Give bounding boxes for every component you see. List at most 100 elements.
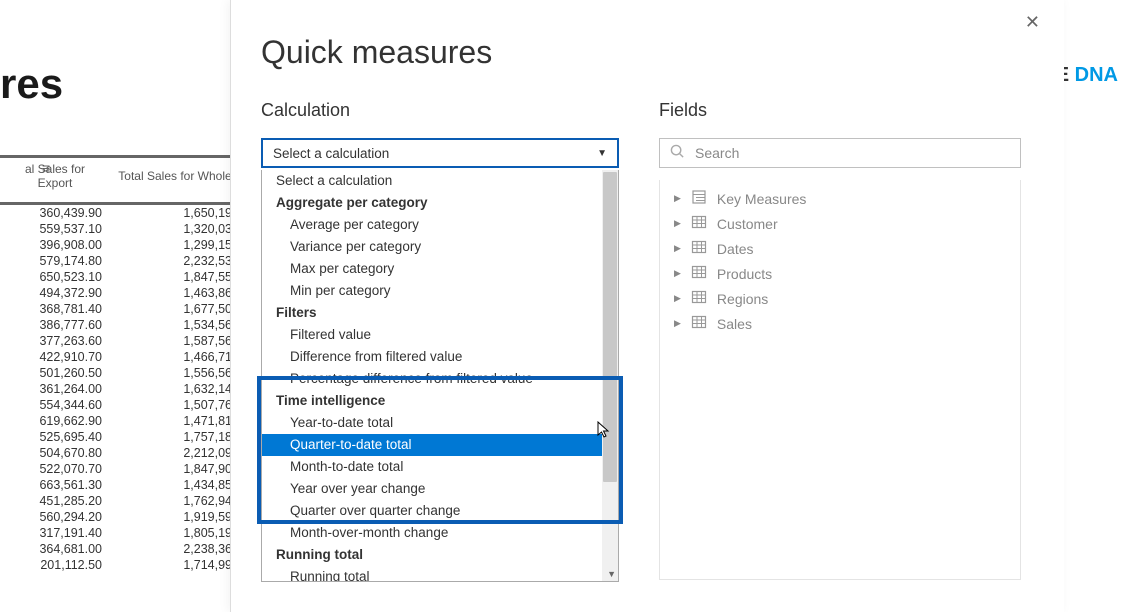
measure-icon xyxy=(691,189,707,208)
expand-icon[interactable]: ▶ xyxy=(674,243,681,254)
table-cell: 1,320,03 xyxy=(110,221,240,237)
table-cell: 1,471,81 xyxy=(110,413,240,429)
tree-item-label: Key Measures xyxy=(717,191,806,207)
dropdown-option[interactable]: Min per category xyxy=(262,280,618,302)
table-row: 554,344.601,507,76 xyxy=(0,397,240,413)
table-cell: 579,174.80 xyxy=(0,253,110,269)
dropdown-option[interactable]: Year over year change xyxy=(262,478,618,500)
tree-item-label: Regions xyxy=(717,291,768,307)
table-cell: 1,434,85 xyxy=(110,477,240,493)
table-cell: 1,556,56 xyxy=(110,365,240,381)
fields-tree-item[interactable]: ▶Dates xyxy=(660,236,1020,261)
table-header: al Sales for Export xyxy=(0,155,110,205)
table-cell: 1,762,94 xyxy=(110,493,240,509)
expand-icon[interactable]: ▶ xyxy=(674,268,681,279)
chevron-down-icon: ▼ xyxy=(597,148,607,159)
background-data-table: al Sales for ExportTotal Sales for Whole… xyxy=(0,155,240,573)
tree-item-label: Products xyxy=(717,266,772,282)
table-cell: 554,344.60 xyxy=(0,397,110,413)
table-cell: 1,632,14 xyxy=(110,381,240,397)
table-cell: 368,781.40 xyxy=(0,301,110,317)
table-row: 422,910.701,466,71 xyxy=(0,349,240,365)
table-row: 368,781.401,677,50 xyxy=(0,301,240,317)
table-icon xyxy=(691,264,707,283)
dropdown-option[interactable]: Running total xyxy=(262,566,618,582)
table-cell: 559,537.10 xyxy=(0,221,110,237)
table-row: 360,439.901,650,19 xyxy=(0,205,240,221)
modal-title: Quick measures xyxy=(261,34,492,71)
table-row: 361,264.001,632,14 xyxy=(0,381,240,397)
dropdown-option[interactable]: Average per category xyxy=(262,214,618,236)
dropdown-option[interactable]: Percentage difference from filtered valu… xyxy=(262,368,618,390)
table-row: 201,112.501,714,99 xyxy=(0,557,240,573)
table-row: 663,561.301,434,85 xyxy=(0,477,240,493)
fields-tree-item[interactable]: ▶ Products xyxy=(660,261,1020,286)
table-cell: 2,212,09 xyxy=(110,445,240,461)
table-cell: 650,523.10 xyxy=(0,269,110,285)
table-cell: 1,650,19 xyxy=(110,205,240,221)
table-cell: 525,695.40 xyxy=(0,429,110,445)
table-cell: 1,919,59 xyxy=(110,509,240,525)
table-row: 522,070.701,847,90 xyxy=(0,461,240,477)
table-cell: 386,777.60 xyxy=(0,317,110,333)
dropdown-option[interactable]: Filtered value xyxy=(262,324,618,346)
table-row: 377,263.601,587,56 xyxy=(0,333,240,349)
table-cell: 361,264.00 xyxy=(0,381,110,397)
dropdown-option[interactable]: Quarter over quarter change xyxy=(262,500,618,522)
table-icon xyxy=(691,214,707,233)
close-icon[interactable]: ✕ xyxy=(1025,12,1040,33)
dropdown-option[interactable]: Month-over-month change xyxy=(262,522,618,544)
table-cell: 560,294.20 xyxy=(0,509,110,525)
background-title-fragment: res xyxy=(0,60,63,108)
table-cell: 663,561.30 xyxy=(0,477,110,493)
table-cell: 422,910.70 xyxy=(0,349,110,365)
table-row: 650,523.101,847,55 xyxy=(0,269,240,285)
table-row: 560,294.201,919,59 xyxy=(0,509,240,525)
dropdown-option[interactable]: Year-to-date total xyxy=(262,412,618,434)
fields-tree-item[interactable]: ▶Customer xyxy=(660,211,1020,236)
fields-section-label: Fields xyxy=(659,100,707,121)
calculation-dropdown-list[interactable]: Select a calculationAggregate per catego… xyxy=(261,170,619,582)
table-row: 579,174.802,232,53 xyxy=(0,253,240,269)
dropdown-scrollbar[interactable]: ▼ xyxy=(602,170,618,581)
dropdown-option[interactable]: Select a calculation xyxy=(262,170,618,192)
table-icon xyxy=(691,239,707,258)
dropdown-option[interactable]: Quarter-to-date total xyxy=(262,434,618,456)
table-row: 317,191.401,805,19 xyxy=(0,525,240,541)
dropdown-label: Select a calculation xyxy=(273,146,389,161)
table-cell: 504,670.80 xyxy=(0,445,110,461)
expand-icon[interactable]: ▶ xyxy=(674,193,681,204)
fields-tree-item[interactable]: ▶ Key Measures xyxy=(660,186,1020,211)
table-row: 559,537.101,320,03 xyxy=(0,221,240,237)
fields-search-input[interactable]: Search xyxy=(659,138,1021,168)
table-cell: 2,232,53 xyxy=(110,253,240,269)
table-cell: 451,285.20 xyxy=(0,493,110,509)
dropdown-option[interactable]: Max per category xyxy=(262,258,618,280)
table-cell: 1,847,90 xyxy=(110,461,240,477)
fields-tree-item[interactable]: ▶ Regions xyxy=(660,286,1020,311)
scrollbar-thumb[interactable] xyxy=(603,172,617,482)
table-cell: 1,299,15 xyxy=(110,237,240,253)
expand-icon[interactable]: ▶ xyxy=(674,293,681,304)
table-cell: 1,587,56 xyxy=(110,333,240,349)
table-cell: 1,507,76 xyxy=(110,397,240,413)
search-placeholder: Search xyxy=(695,145,739,161)
dropdown-option[interactable]: Difference from filtered value xyxy=(262,346,618,368)
dropdown-option[interactable]: Month-to-date total xyxy=(262,456,618,478)
fields-tree[interactable]: ▶Key Measures▶Customer▶Dates▶Products▶Re… xyxy=(659,180,1021,580)
dropdown-group: Running total xyxy=(262,544,618,566)
fields-tree-item[interactable]: ▶Sales xyxy=(660,311,1020,336)
table-cell: 1,463,86 xyxy=(110,285,240,301)
table-cell: 1,714,99 xyxy=(110,557,240,573)
table-cell: 360,439.90 xyxy=(0,205,110,221)
expand-icon[interactable]: ▶ xyxy=(674,218,681,229)
dropdown-group: Time intelligence xyxy=(262,390,618,412)
dropdown-option[interactable]: Variance per category xyxy=(262,236,618,258)
table-cell: 501,260.50 xyxy=(0,365,110,381)
table-cell: 201,112.50 xyxy=(0,557,110,573)
expand-icon[interactable]: ▶ xyxy=(674,318,681,329)
scroll-down-icon[interactable]: ▼ xyxy=(607,569,616,579)
calculation-dropdown[interactable]: Select a calculation ▼ xyxy=(261,138,619,168)
table-cell: 494,372.90 xyxy=(0,285,110,301)
table-cell: 619,662.90 xyxy=(0,413,110,429)
